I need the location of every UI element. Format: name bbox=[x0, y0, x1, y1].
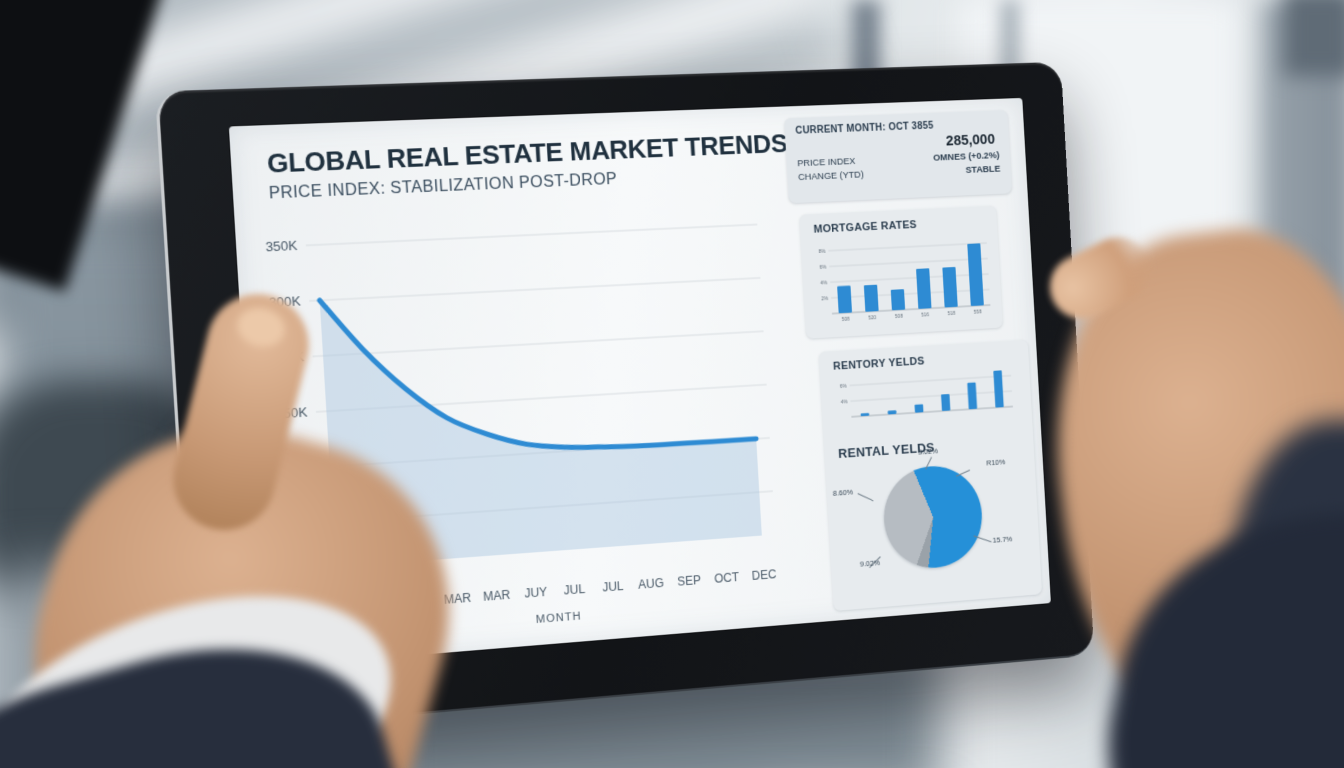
x-tick-label: OCT bbox=[714, 570, 740, 586]
price-index-change: OMNES (+0.2%) bbox=[932, 150, 1000, 164]
x-tick-label: 516 bbox=[921, 312, 929, 318]
x-tick-label: 518 bbox=[948, 311, 956, 317]
price-index-label: PRICE INDEX bbox=[797, 156, 856, 170]
x-tick-label: SEP bbox=[677, 573, 701, 589]
change-ytd-value: STABLE bbox=[965, 163, 1001, 176]
current-month-card: CURRENT MONTH: OCT 3855 285,000 PRICE IN… bbox=[784, 110, 1012, 204]
pie-callout-label: 3.02% bbox=[917, 446, 939, 457]
dashboard-header: GLOBAL REAL ESTATE MARKET TRENDS 2025 PR… bbox=[266, 126, 850, 204]
bar bbox=[967, 243, 984, 307]
x-tick-label: JUL bbox=[563, 582, 585, 598]
bar bbox=[942, 266, 958, 308]
yields-card: RENTORY YELDS 6% 4% RENTAL YELDS 3.02% R1… bbox=[818, 339, 1043, 612]
bar bbox=[863, 284, 879, 312]
area-fill bbox=[319, 278, 762, 568]
mortgage-rates-card: MORTGAGE RATES 8% 6% 4% 2% 508 520 508 516 518 55… bbox=[799, 205, 1003, 339]
y-tick-label: 8% bbox=[818, 249, 826, 255]
x-tick-label: 508 bbox=[895, 314, 903, 320]
y-tick-label: 2% bbox=[821, 296, 829, 302]
x-tick-label: AUG bbox=[638, 576, 664, 592]
gridline bbox=[313, 331, 764, 356]
gridline bbox=[831, 289, 989, 297]
baseline bbox=[832, 305, 990, 314]
x-tick-label: JUY bbox=[524, 585, 548, 601]
bar bbox=[890, 289, 906, 311]
ceiling-corner-shadow bbox=[1284, 0, 1344, 76]
left-thumbnail bbox=[233, 303, 289, 352]
gridline bbox=[309, 278, 760, 301]
bar bbox=[940, 393, 951, 412]
x-tick-label: JUL bbox=[602, 579, 624, 594]
bar bbox=[837, 285, 853, 314]
gridline bbox=[830, 274, 988, 282]
gridline bbox=[828, 243, 986, 251]
x-axis-title: MONTH bbox=[536, 611, 582, 627]
pie-callout-label: 8.60% bbox=[832, 487, 854, 498]
bar bbox=[916, 268, 932, 309]
pie-callout-label: 15.7% bbox=[992, 534, 1013, 545]
x-tick-label: 558 bbox=[974, 309, 982, 315]
y-tick-label: 4% bbox=[841, 399, 849, 405]
gridline bbox=[850, 391, 1012, 401]
baseline bbox=[851, 406, 1013, 416]
x-tick-label: MAR bbox=[444, 591, 472, 607]
callout-line bbox=[857, 493, 874, 502]
rental-yields-pie bbox=[881, 463, 985, 572]
pie-callout-label: 9.02% bbox=[859, 558, 881, 569]
gridline bbox=[850, 376, 1012, 386]
gridline bbox=[829, 258, 987, 266]
bar bbox=[860, 413, 870, 417]
y-tick-label: 6% bbox=[819, 265, 827, 271]
rental-yields-pie-area: 3.02% R10% 15.7% 8.60% 9.02% bbox=[825, 446, 1041, 590]
x-tick-label: 520 bbox=[868, 315, 876, 321]
bar bbox=[887, 410, 897, 415]
pie-callout-label: R10% bbox=[986, 457, 1006, 468]
mortgage-rates-bar-chart: 8% 6% 4% 2% 508 520 508 516 518 558 bbox=[818, 227, 996, 323]
y-tick-label: 4% bbox=[820, 280, 828, 286]
x-tick-label: DEC bbox=[751, 567, 776, 583]
y-tick-label: 6% bbox=[840, 384, 848, 390]
change-ytd-label: CHANGE (YTD) bbox=[797, 169, 865, 184]
x-tick-label: 508 bbox=[842, 317, 850, 323]
rentory-yields-bar-chart: 6% 4% bbox=[840, 370, 1023, 430]
bar bbox=[967, 382, 978, 410]
x-tick-label: MAR bbox=[483, 588, 511, 604]
gridline bbox=[306, 224, 757, 245]
y-tick-label: 350K bbox=[265, 238, 298, 255]
bar bbox=[914, 404, 924, 413]
